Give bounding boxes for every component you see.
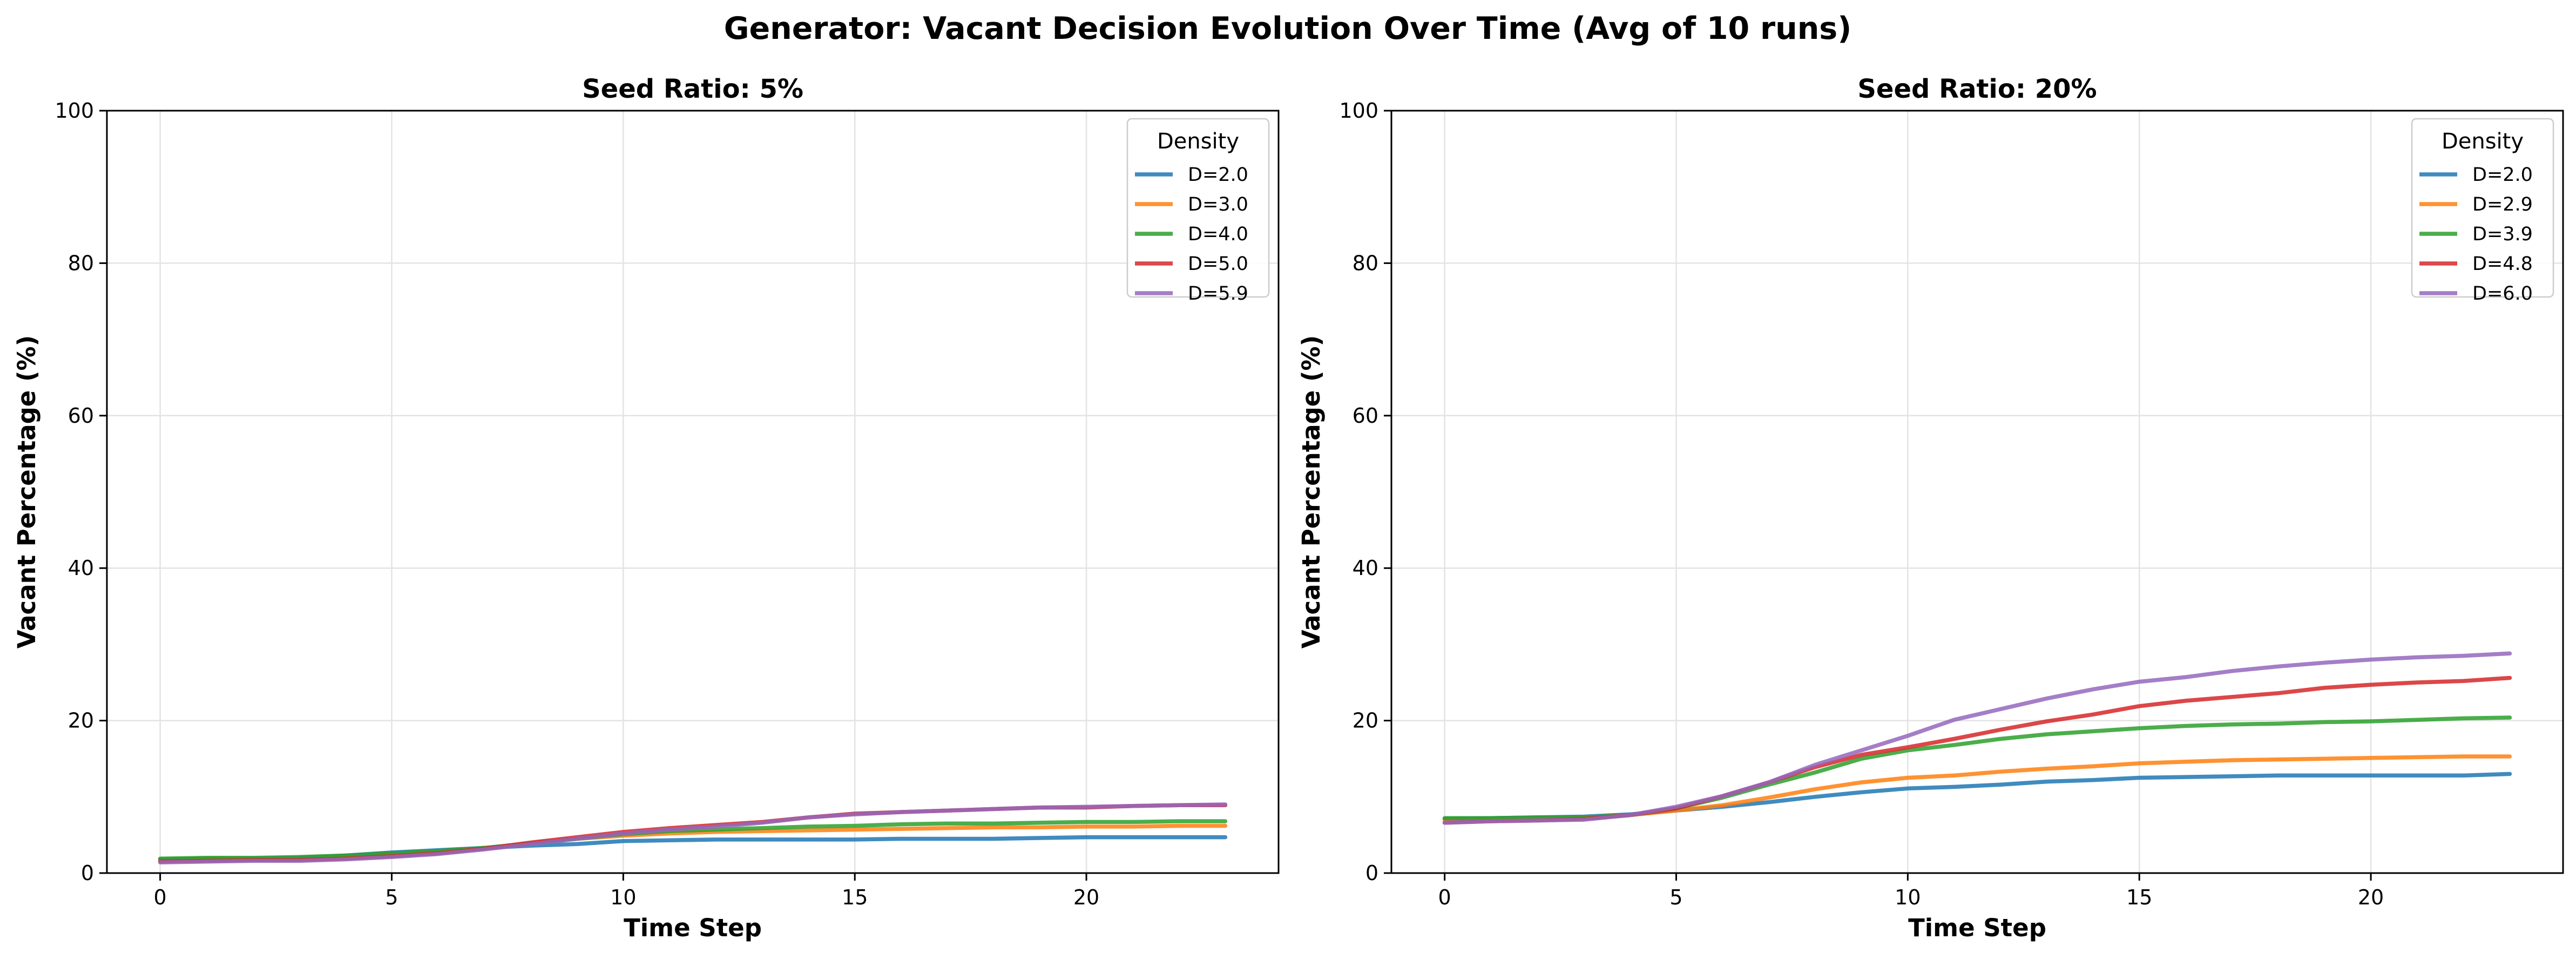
- right-legend-label-1: D=2.9: [2472, 194, 2533, 215]
- right-legend-label-0: D=2.0: [2472, 164, 2533, 186]
- right-x-tick-label-0: 0: [1438, 885, 1451, 909]
- left-x-tick-label-2: 10: [610, 885, 636, 909]
- right-y-axis-label: Vacant Percentage (%): [1297, 335, 1326, 648]
- right-y-tick-label-2: 40: [1353, 556, 1378, 580]
- right-plot-frame: [1390, 110, 2564, 874]
- left-x-tick-label-3: 15: [842, 885, 868, 909]
- right-x-tick-label-1: 5: [1669, 885, 1682, 909]
- right-chart-panel: 0 5 10 15 20 0 20 40 60 80 100 Seed Ratio: 20% Time …: [1297, 74, 2564, 942]
- left-chart-title: Seed Ratio: 5%: [582, 74, 803, 104]
- right-legend-label-3: D=4.8: [2472, 253, 2533, 275]
- left-y-tick-label-2: 40: [68, 556, 94, 580]
- right-x-tick-label-2: 10: [1895, 885, 1921, 909]
- left-series-line-4: [158, 802, 1228, 864]
- left-x-tick-label-4: 20: [1073, 885, 1099, 909]
- right-y-tick-label-4: 80: [1353, 251, 1378, 275]
- left-legend-label-3: D=5.0: [1188, 253, 1248, 275]
- figure-title: Generator: Vacant Decision Evolution Ove…: [724, 11, 1852, 46]
- left-legend-label-0: D=2.0: [1188, 164, 1248, 186]
- right-x-axis-label: Time Step: [1908, 914, 2046, 942]
- right-y-tick-label-5: 100: [1339, 99, 1378, 123]
- left-y-tick-label-4: 80: [68, 251, 94, 275]
- right-legend-title: Density: [2442, 129, 2524, 154]
- right-legend-box: [2411, 118, 2554, 298]
- left-legend-label-2: D=4.0: [1188, 224, 1248, 245]
- left-series-line-2: [158, 819, 1228, 861]
- right-series-line-4: [1442, 651, 2512, 825]
- right-series-line-3: [1442, 675, 2512, 825]
- left-x-tick-label-1: 5: [385, 885, 398, 909]
- left-y-tick-label-0: 0: [81, 861, 94, 885]
- right-chart-title: Seed Ratio: 20%: [1857, 74, 2097, 104]
- right-y-tick-label-0: 0: [1365, 861, 1378, 885]
- left-legend-box: [1126, 118, 1270, 298]
- left-y-axis-label: Vacant Percentage (%): [12, 335, 41, 648]
- right-series-line-1: [1442, 754, 2512, 823]
- right-x-tick-label-4: 20: [2358, 885, 2384, 909]
- right-y-tick-label-1: 20: [1353, 709, 1378, 733]
- right-legend-label-4: D=6.0: [2472, 283, 2533, 305]
- left-legend-label-1: D=3.0: [1188, 194, 1248, 215]
- left-x-tick-label-0: 0: [154, 885, 167, 909]
- right-x-tick-label-3: 15: [2126, 885, 2152, 909]
- left-y-tick-label-5: 100: [55, 99, 94, 123]
- left-legend-title: Density: [1157, 129, 1239, 154]
- right-legend-label-2: D=3.9: [2472, 224, 2533, 245]
- right-series-line-0: [1442, 772, 2512, 821]
- left-y-tick-label-1: 20: [68, 709, 94, 733]
- right-y-tick-label-3: 60: [1353, 404, 1378, 428]
- left-chart-panel: 0 5 10 15 20 0 20 40 60 80 100 Seed Ratio: 5% Time S…: [12, 74, 1280, 942]
- left-legend-label-4: D=5.9: [1188, 283, 1248, 305]
- left-y-tick-label-3: 60: [68, 404, 94, 428]
- left-x-axis-label: Time Step: [624, 914, 762, 942]
- left-plot-frame: [106, 110, 1280, 874]
